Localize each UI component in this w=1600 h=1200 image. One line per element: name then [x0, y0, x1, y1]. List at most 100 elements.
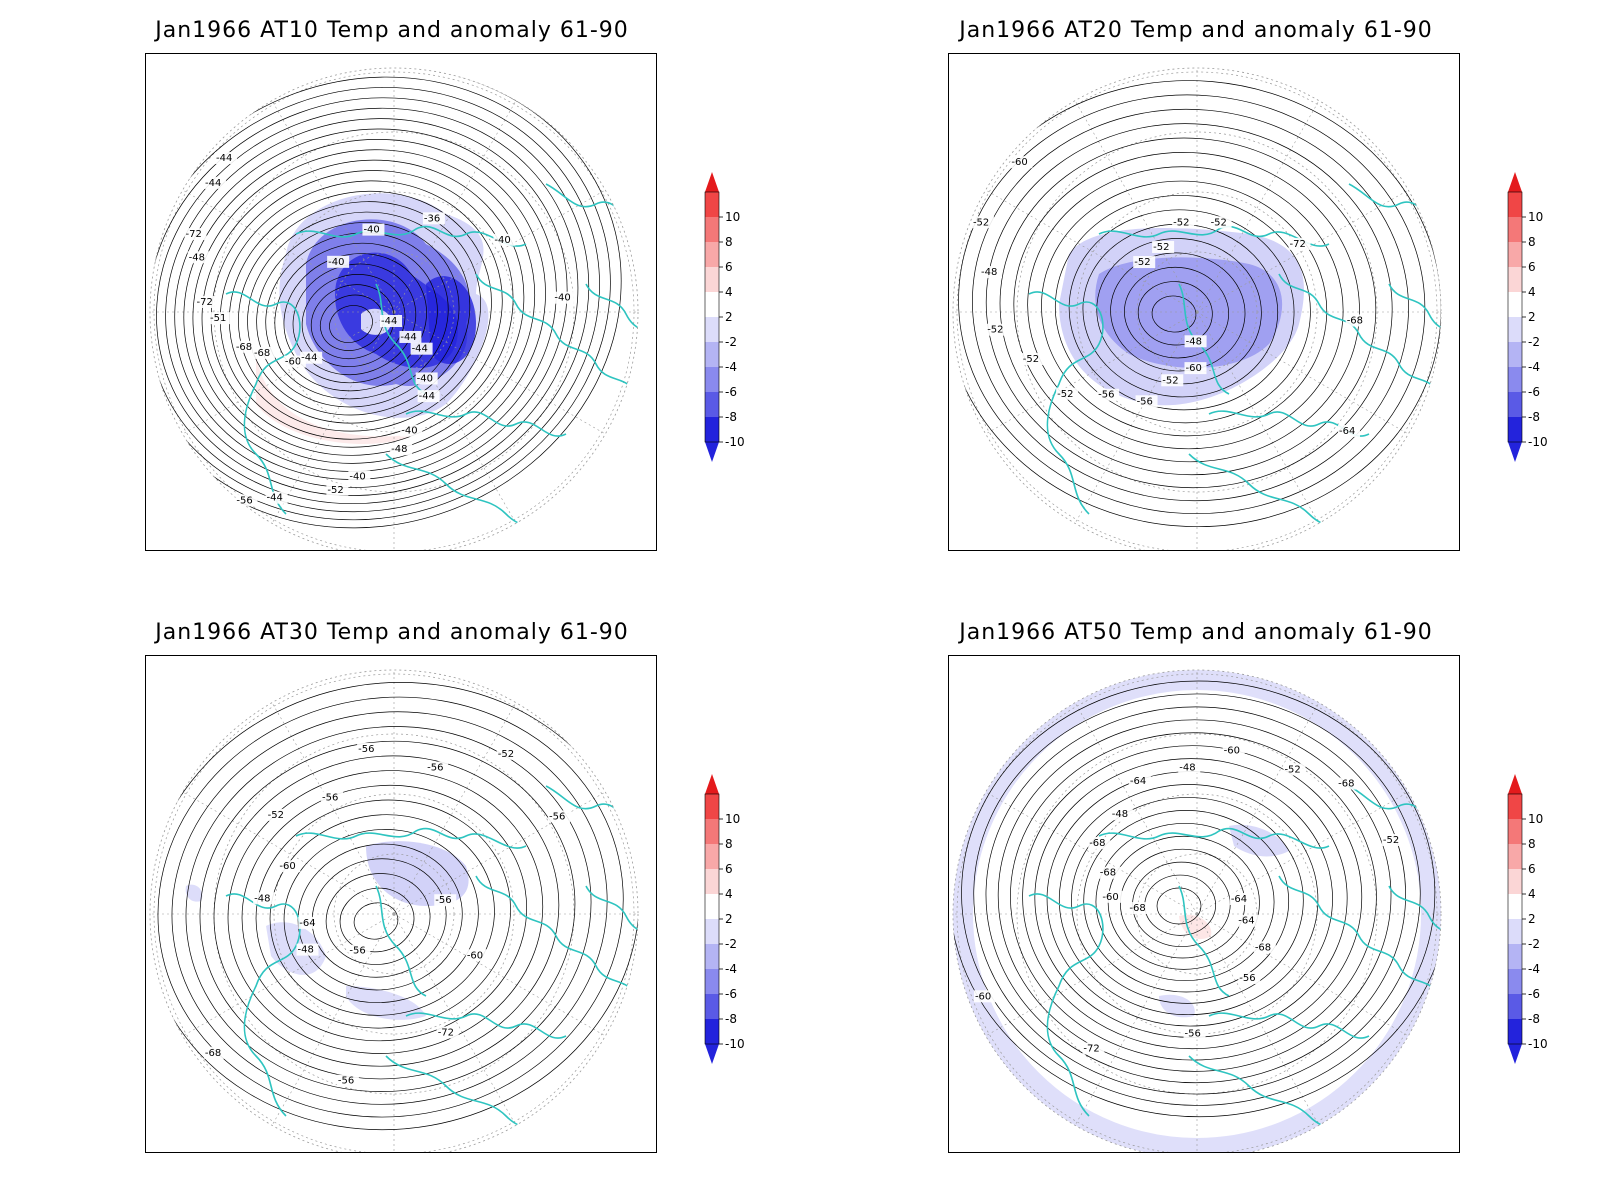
anomaly-region — [1095, 257, 1283, 368]
meridian — [271, 702, 395, 915]
contour-label: -40 — [328, 257, 344, 268]
isotherm-contour — [1144, 874, 1216, 936]
colorbar-segment — [1508, 392, 1522, 417]
polar-map: -48-52-56-52-48-60-52-52-72-68-64-60-56-… — [952, 67, 1442, 550]
map-frame: -44 -44 -44 -48 -52 -56 -60 -68 -72 -72 -44 -40 -40-… — [145, 53, 657, 551]
contour-label: -56 — [1098, 390, 1114, 401]
isotherm-contour — [199, 740, 576, 1080]
isotherm-contour — [183, 139, 546, 472]
isotherm-contour — [157, 696, 624, 1118]
contour-label: -48 — [391, 444, 407, 455]
meridian — [182, 311, 395, 435]
contour-label: -52 — [1383, 835, 1399, 846]
colorbar-segment — [1508, 1019, 1522, 1044]
colorbar-tick-label: 4 — [1528, 887, 1536, 901]
isotherm-contour — [165, 118, 568, 488]
anomaly-region — [335, 252, 458, 368]
isotherm-contour — [274, 242, 438, 392]
colorbar-tick-label: -10 — [725, 1037, 745, 1051]
isotherm-contour — [1095, 822, 1275, 982]
meridian — [1074, 702, 1198, 915]
isotherm-contour — [325, 873, 431, 965]
meridian — [1196, 100, 1320, 313]
contour-label: -60 — [975, 991, 991, 1002]
contour-label: -56 — [338, 1076, 354, 1087]
colorbar-segment — [1508, 292, 1522, 317]
panel-title: Jan1966 AT10 Temp and anomaly 61-90 — [155, 18, 629, 43]
meridian — [271, 311, 395, 524]
contour-label: -52 — [1162, 375, 1178, 386]
colorbar-arrow-bottom — [705, 442, 719, 462]
colorbar-tick-label: 8 — [1528, 837, 1536, 851]
contour-label: -64 — [1238, 916, 1254, 927]
isotherm-contour — [213, 755, 560, 1067]
colorbar-segment — [705, 844, 719, 869]
colorbar-segment — [705, 869, 719, 894]
isotherm-contour — [985, 123, 1393, 489]
contour-label: -44 — [205, 178, 221, 189]
contour-label: -52 — [327, 485, 343, 496]
coastline — [405, 1012, 567, 1039]
contour-label: -48 — [189, 252, 205, 263]
colorbar-segment — [705, 1019, 719, 1044]
contour-label: -68 — [254, 348, 270, 359]
contour-label: -56 — [427, 763, 443, 774]
colorbar-segment — [1508, 844, 1522, 869]
coastline — [375, 283, 427, 395]
isotherm-contour — [227, 770, 544, 1054]
map-frame: -68 -68 -48 -48 -52 -52 -64 -56 -56 -72 -60 -60 -68-… — [948, 655, 1460, 1153]
contour-label: -52 — [1153, 242, 1169, 253]
isotherm-contour — [1137, 281, 1213, 346]
colorbar-segment — [1508, 994, 1522, 1019]
colorbar-arrow-bottom — [1508, 1044, 1522, 1064]
coastline — [385, 1055, 567, 1147]
contour-label: -51 — [210, 313, 226, 324]
contour-label: -52 — [1023, 354, 1039, 365]
isotherm-contour — [985, 706, 1406, 1084]
polar-map: -56 -48 -48 -52 -56 -52 -56 -60 -72 -56 -68 -64 -60 -… — [149, 669, 639, 1152]
coastline — [1028, 291, 1104, 515]
anomaly-region — [476, 1052, 526, 1080]
meridian — [393, 913, 606, 1037]
isotherm-contour — [1110, 252, 1246, 372]
colorbar-segment — [1508, 869, 1522, 894]
colorbar-tick-label: 6 — [725, 260, 733, 274]
colorbar-segment — [705, 994, 719, 1019]
colorbar-arrow-bottom — [1508, 442, 1522, 462]
contour-label: -64 — [1130, 776, 1146, 787]
contour-label: -52 — [498, 749, 514, 760]
contour-label: -56 — [549, 811, 565, 822]
colorbar-tick-label: 8 — [1528, 235, 1536, 249]
contour-label: -44 — [419, 391, 435, 402]
contour-label: -60 — [1102, 892, 1118, 903]
coastline — [225, 893, 301, 1117]
contour-label: -72 — [1290, 239, 1306, 250]
meridian — [985, 189, 1198, 313]
colorbar-segment — [1508, 192, 1522, 217]
meridian — [1196, 311, 1320, 524]
contour-label: -48 — [297, 945, 313, 956]
coastline — [585, 885, 638, 947]
colorbar-tick-label: -4 — [1528, 962, 1540, 976]
isotherm-contour — [283, 829, 479, 1004]
map-boundary — [149, 67, 639, 550]
contour-label: -56 — [358, 744, 374, 755]
anomaly-region — [1229, 824, 1289, 857]
contour-label: -72 — [1083, 1044, 1099, 1055]
contour-label: -72 — [438, 1027, 454, 1038]
isotherm-contour — [301, 273, 406, 368]
colorbar-tick-label: 10 — [1528, 812, 1543, 826]
contour-label: -36 — [424, 213, 440, 224]
anomaly-region — [595, 1032, 622, 1058]
colorbar-segment — [1508, 794, 1522, 819]
coastline — [295, 225, 527, 247]
isotherm-contour — [201, 159, 525, 456]
colorbar-tick-label: 2 — [725, 310, 733, 324]
colorbar-tick-label: 4 — [725, 887, 733, 901]
meridian — [182, 913, 395, 1037]
colorbar-segment — [705, 794, 719, 819]
isotherm-contour — [311, 858, 447, 978]
colorbar-segment — [705, 242, 719, 267]
contour-label: -52 — [1173, 217, 1189, 228]
polar-map: -68-68-48-48 -52-52-64-56-56-72-60-60-68-… — [952, 669, 1442, 1152]
